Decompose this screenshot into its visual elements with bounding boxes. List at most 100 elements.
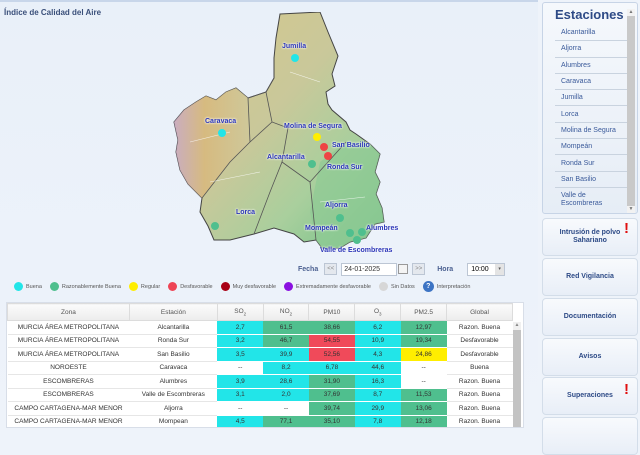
next-day-button[interactable]: >> [412, 263, 426, 275]
cell-zona: MURCIA ÁREA METROPOLITANA [7, 334, 130, 348]
date-input[interactable]: 24-01-2025 [341, 262, 398, 276]
cell-o3: 4,3 [354, 347, 401, 362]
map-station-label[interactable]: Alumbres [366, 225, 399, 232]
station-link[interactable]: San Basilio [555, 172, 629, 188]
station-marker-icon[interactable] [308, 160, 316, 168]
cell-pm25: 12,18 [400, 415, 447, 427]
header-so2[interactable]: SO2 [216, 303, 264, 321]
legend-label: Buena [26, 283, 42, 290]
map-station-label[interactable]: Alcantarilla [267, 154, 305, 161]
cell-no2: 46,7 [263, 334, 309, 348]
map-station-label[interactable]: Mompeán [305, 225, 338, 232]
station-marker-icon[interactable] [353, 236, 361, 244]
help-icon[interactable]: ? [422, 281, 434, 292]
superaciones-button[interactable]: Superaciones ! [542, 377, 638, 415]
prev-day-button[interactable]: << [324, 263, 338, 275]
station-marker-icon[interactable] [336, 214, 344, 222]
map-station-label[interactable]: Lorca [236, 209, 256, 216]
documentacion-button[interactable]: Documentación [542, 298, 638, 336]
hora-select[interactable]: 10:00 ▾ [467, 262, 506, 276]
scroll-down-icon[interactable]: ▼ [627, 206, 635, 213]
station-marker-icon[interactable] [291, 54, 299, 62]
table-row[interactable]: CAMPO CARTAGENA-MAR MENOR Aljorra -- -- 39,7… [7, 401, 513, 416]
station-list: Alcantarilla Aljorra Alumbres Caravaca Jumil… [543, 25, 637, 213]
station-marker-icon[interactable] [218, 129, 226, 137]
station-link[interactable]: Alcantarilla [555, 25, 629, 42]
map-station-label[interactable]: Jumilla [282, 43, 307, 50]
station-marker-icon[interactable] [211, 222, 219, 230]
table-row[interactable]: ESCOMBRERAS Valle de Escombreras 3,1 2,0 37,… [7, 388, 513, 402]
map-station-label[interactable]: Molina de Segura [284, 123, 342, 130]
button-label: Avisos [578, 353, 602, 360]
avisos-button[interactable]: Avisos [542, 338, 638, 376]
stations-title: Estaciones [555, 7, 624, 22]
header-pm25[interactable]: PM2.5 [400, 303, 448, 321]
station-link[interactable]: Ronda Sur [555, 155, 629, 172]
cell-so2: -- [217, 361, 264, 375]
station-link[interactable]: Alumbres [555, 58, 629, 74]
station-link[interactable]: Lorca [555, 106, 629, 123]
intrusion-polvo-button[interactable]: Intrusión de polvo Sahariano ! [542, 218, 638, 256]
cell-pm10: 39,74 [308, 401, 355, 416]
header-global[interactable]: Global [446, 303, 513, 321]
interpretacion-link[interactable]: ? Interpretación [422, 281, 471, 292]
cell-so2: 3,9 [217, 374, 264, 389]
region-map[interactable]: Jumilla Caravaca Molina de Segura San Basil… [170, 11, 420, 254]
header-estacion[interactable]: Estación [128, 303, 218, 321]
cell-estacion: Alcantarilla [129, 320, 218, 335]
map-station-label[interactable]: Valle de Escombreras [320, 247, 393, 254]
header-pm10[interactable]: PM10 [308, 303, 356, 321]
scroll-up-icon[interactable]: ▲ [513, 322, 521, 330]
button-label: Superaciones [567, 392, 613, 399]
cell-pm10: 37,69 [308, 388, 355, 402]
table-row[interactable]: MURCIA ÁREA METROPOLITANA San Basilio 3,5 3… [7, 347, 513, 362]
map-station-label[interactable]: Ronda Sur [327, 164, 363, 171]
header-no2[interactable]: NO2 [262, 303, 310, 321]
table-row[interactable]: NOROESTE Caravaca -- 8,2 6,78 44,6 -- Buena [7, 361, 513, 375]
map-station-label[interactable]: San Basilio [332, 142, 370, 149]
cell-pm25: -- [400, 374, 447, 389]
cell-global: Buena [446, 361, 513, 375]
table-row[interactable]: MURCIA ÁREA METROPOLITANA Alcantarilla 2,7… [7, 320, 513, 335]
table-row[interactable]: CAMPO CARTAGENA-MAR MENOR Mompean 4,5 77,1 3… [7, 415, 513, 427]
station-marker-icon[interactable] [358, 228, 366, 236]
cell-so2: 3,2 [217, 334, 264, 348]
map-station-label[interactable]: Aljorra [325, 202, 348, 209]
cell-zona: ESCOMBRERAS [7, 374, 130, 389]
interpretacion-label[interactable]: Interpretación [436, 283, 471, 290]
scroll-up-icon[interactable]: ▲ [627, 9, 635, 16]
legend-item-buena: Buena [14, 282, 42, 291]
page-title: Índice de Calidad del Aire [4, 8, 102, 17]
cell-global: Razon. Buena [446, 401, 513, 416]
red-vigilancia-button[interactable]: Red Vigilancia [542, 258, 638, 296]
station-marker-icon[interactable] [320, 143, 328, 151]
cell-pm10: 6,78 [308, 361, 355, 375]
station-link[interactable]: Mompeán [555, 139, 629, 156]
station-marker-icon[interactable] [313, 133, 321, 141]
calendar-icon[interactable] [398, 264, 409, 274]
cell-pm25: 13,06 [400, 401, 447, 416]
table-scrollbar[interactable]: ▲ [513, 322, 521, 427]
more-button[interactable] [542, 417, 638, 455]
station-link[interactable]: Aljorra [555, 41, 629, 58]
station-marker-icon[interactable] [324, 152, 332, 160]
cell-o3: 6,2 [354, 320, 401, 335]
table-row[interactable]: MURCIA ÁREA METROPOLITANA Ronda Sur 3,2 46,… [7, 334, 513, 348]
sidebar: Estaciones Alcantarilla Aljorra Alumbres Ca… [540, 0, 640, 455]
table-row[interactable]: ESCOMBRERAS Alumbres 3,9 28,6 31,90 16,3 -- Raz… [7, 374, 513, 389]
cell-so2: 3,5 [217, 347, 264, 362]
cell-zona: MURCIA ÁREA METROPOLITANA [7, 320, 130, 335]
station-marker-icon[interactable] [346, 229, 354, 237]
chevron-down-icon: ▾ [495, 263, 505, 275]
legend-dot-icon [49, 282, 59, 291]
station-link[interactable]: Molina de Segura [555, 123, 629, 140]
cell-estacion: San Basilio [129, 347, 218, 362]
station-link[interactable]: Caravaca [555, 74, 629, 91]
station-link[interactable]: Jumilla [555, 90, 629, 107]
legend-dot-icon [14, 282, 23, 291]
header-o3[interactable]: O3 [354, 303, 402, 321]
map-station-label[interactable]: Caravaca [205, 118, 237, 125]
header-zona[interactable]: Zona [7, 303, 130, 321]
station-link[interactable]: Valle de Escombreras [555, 188, 615, 213]
stations-scrollbar[interactable]: ▲ ▼ [627, 9, 635, 213]
